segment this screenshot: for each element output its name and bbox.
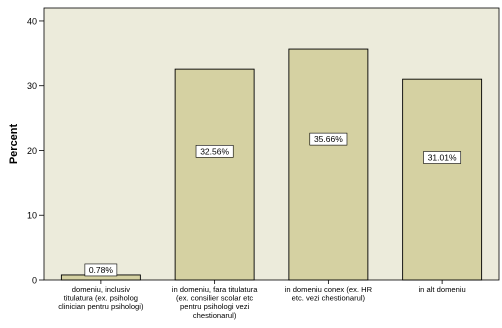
data-label: 35.66% xyxy=(314,134,343,144)
y-tick-label: 0 xyxy=(32,276,37,286)
x-tick-label: pentru psihologi vezi xyxy=(180,302,250,311)
bar xyxy=(174,68,255,281)
y-tick-label: 30 xyxy=(27,81,37,91)
x-tick-label: titulatura (ex. psiholog xyxy=(64,294,138,303)
x-tick-label: clinician pentru psihologi) xyxy=(58,302,144,311)
data-label-box xyxy=(309,132,348,146)
x-tick-label: chestionarul) xyxy=(193,311,237,320)
data-label: 0.78% xyxy=(89,265,114,275)
y-tick-label: 10 xyxy=(27,211,37,221)
y-tick-label: 20 xyxy=(27,146,37,156)
x-tick-label: in alt domeniu xyxy=(418,285,465,294)
data-label-box xyxy=(423,151,462,164)
bar xyxy=(288,48,369,281)
x-tick-label: domeniu, inclusiv xyxy=(72,285,130,294)
bar xyxy=(402,78,483,281)
x-tick-label: in domeniu, fara titulatura xyxy=(172,285,258,294)
data-label-box xyxy=(84,263,118,277)
data-label: 32.56% xyxy=(200,146,229,156)
x-tick-label: in domeniu conex (ex. HR xyxy=(285,285,373,294)
data-label: 31.01% xyxy=(428,152,457,162)
y-tick-label: 40 xyxy=(27,16,37,26)
x-tick-label: etc. vezi chestionarul) xyxy=(292,294,366,303)
data-label-box xyxy=(195,145,234,158)
y-axis-label: Percent xyxy=(8,123,20,164)
x-tick-label: (ex. consilier scolar etc xyxy=(176,294,253,303)
